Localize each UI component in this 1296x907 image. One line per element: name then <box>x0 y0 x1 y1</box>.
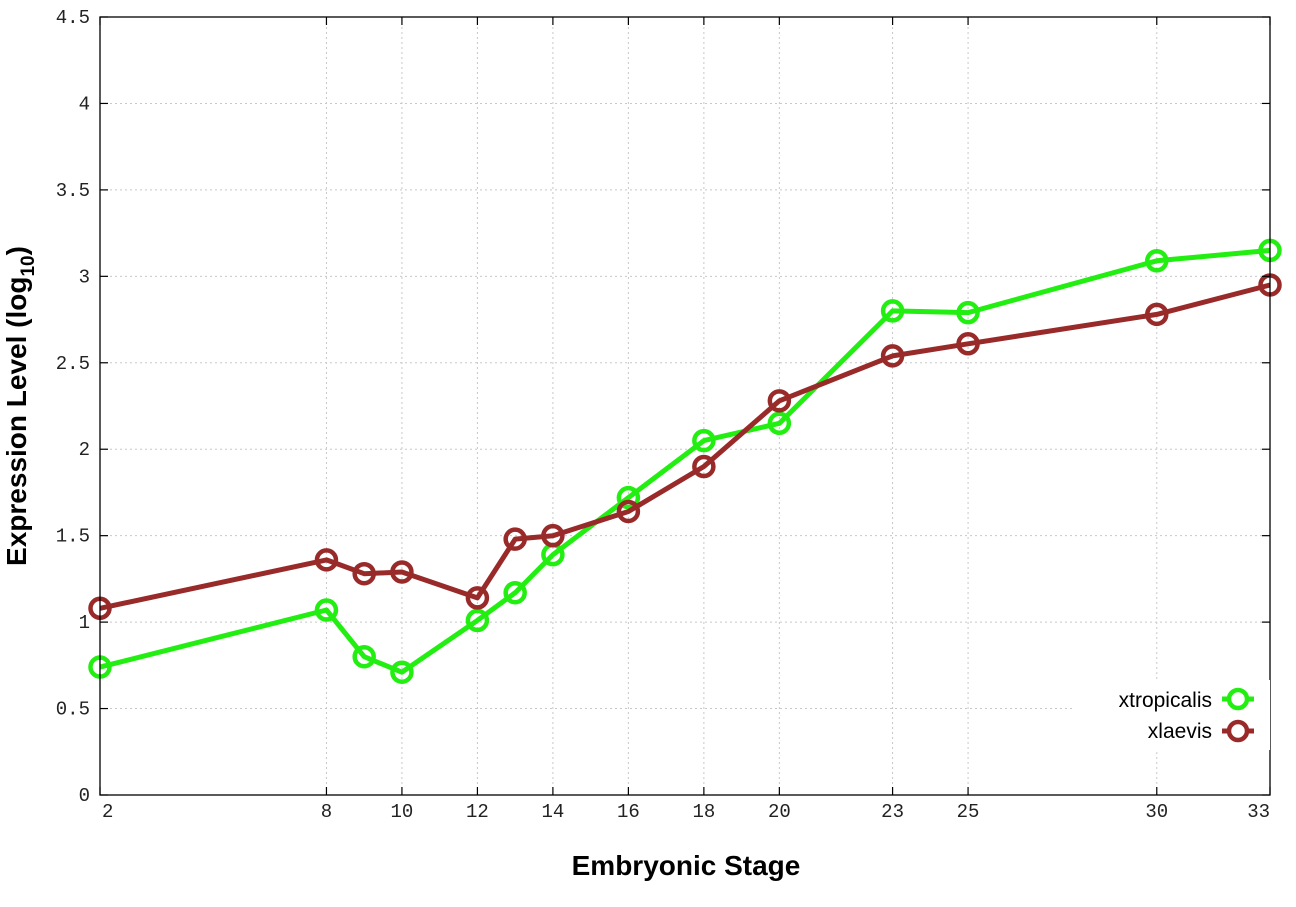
series-line-xtropicalis <box>99 247 1271 675</box>
data-point-xtropicalis <box>503 580 527 605</box>
plot-frame <box>99 16 1271 796</box>
x-tick-label: 33 <box>1247 801 1270 823</box>
x-tick-label: 2 <box>102 801 113 823</box>
y-tick-label: 2.5 <box>56 353 90 375</box>
x-axis-title: Embryonic Stage <box>572 850 801 881</box>
legend-label-xtropicalis: xtropicalis <box>1119 689 1212 712</box>
y-tick-label: 0 <box>79 785 90 807</box>
series-line-xlaevis <box>99 282 1271 611</box>
data-point-xlaevis <box>616 499 641 524</box>
y-tick-labels: 0 0.5 1 1.5 2 2.5 3 3.5 4 4.5 <box>56 7 90 807</box>
y-tick-label: 4.5 <box>56 7 90 29</box>
data-point-xlaevis <box>1145 302 1169 327</box>
y-axis-title: Expression Level (log10) <box>1 246 39 566</box>
x-tick-label: 20 <box>768 801 791 823</box>
x-tick-label: 23 <box>881 801 904 823</box>
y-tick-label: 3 <box>79 266 90 288</box>
data-point-xlaevis <box>880 344 905 368</box>
data-point-xlaevis <box>767 389 792 413</box>
data-point-xlaevis <box>465 586 490 610</box>
series-layer <box>88 238 1282 684</box>
x-tick-label: 16 <box>617 801 640 823</box>
x-tick-label: 30 <box>1145 801 1168 823</box>
grid-lines <box>100 17 1270 795</box>
y-tick-label: 1 <box>79 612 90 634</box>
data-point-xlaevis <box>503 527 527 551</box>
legend-marker-xtropicalis <box>1226 687 1250 711</box>
data-point-xtropicalis <box>1145 249 1169 273</box>
data-point-xlaevis <box>390 560 414 584</box>
axis-ticks <box>99 16 1271 796</box>
y-axis-title-main: Expression Level (log <box>1 277 32 566</box>
y-tick-label: 1.5 <box>56 526 90 548</box>
data-point-xtropicalis <box>956 300 980 325</box>
x-tick-label: 25 <box>957 801 980 823</box>
data-point-xtropicalis <box>692 428 716 453</box>
data-point-xtropicalis <box>880 299 905 323</box>
x-tick-label: 14 <box>541 801 564 823</box>
y-axis-title-close: ) <box>1 246 32 255</box>
x-tick-label: 10 <box>391 801 414 823</box>
y-tick-label: 2 <box>79 439 90 461</box>
data-point-xlaevis <box>541 523 565 548</box>
legend-marker-xlaevis <box>1226 719 1250 743</box>
x-tick-labels: 2 8 10 12 14 16 18 20 23 25 30 33 <box>102 801 1270 823</box>
data-point-xtropicalis <box>465 608 490 633</box>
data-point-xtropicalis <box>314 598 339 622</box>
y-tick-label: 3.5 <box>56 180 90 202</box>
y-tick-label: 0.5 <box>56 699 90 721</box>
x-tick-label: 12 <box>466 801 489 823</box>
legend-label-xlaevis: xlaevis <box>1148 720 1212 743</box>
data-point-xtropicalis <box>616 485 641 510</box>
y-tick-label: 4 <box>79 93 90 115</box>
data-point-xtropicalis <box>352 644 376 669</box>
data-point-xlaevis <box>314 548 339 572</box>
data-point-xlaevis <box>352 561 376 586</box>
data-point-xlaevis <box>956 332 980 356</box>
data-point-xlaevis <box>692 454 716 479</box>
data-point-xtropicalis <box>767 411 792 436</box>
x-tick-label: 8 <box>321 801 332 823</box>
data-point-xtropicalis <box>390 660 414 684</box>
legend: xtropicalis xlaevis <box>1072 680 1270 750</box>
x-tick-label: 18 <box>692 801 715 823</box>
y-axis-title-subscript: 10 <box>18 255 39 276</box>
